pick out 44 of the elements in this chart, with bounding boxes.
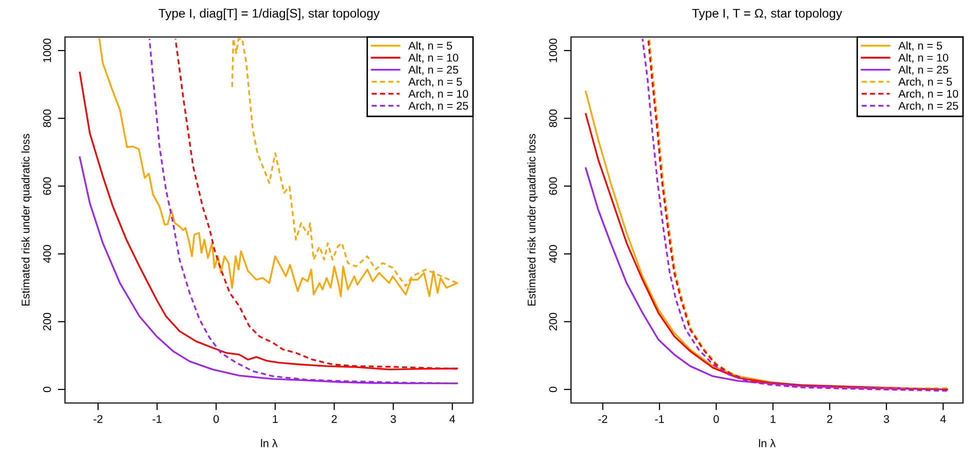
legend-label: Alt, n = 5	[898, 41, 942, 51]
y-tick-label: 1000	[549, 38, 557, 62]
y-tick-label: 800	[43, 110, 51, 128]
x-tick-label: -2	[94, 415, 102, 423]
x-tick-label: 4	[940, 415, 946, 423]
x-tick-label: -1	[655, 415, 664, 423]
y-tick-label: 800	[549, 110, 557, 128]
chart-title: Type I, T = Ω, star topology	[692, 8, 842, 20]
legend-label: Alt, n = 25	[898, 65, 948, 75]
x-tick-label: 4	[450, 415, 456, 423]
y-tick-label: 200	[43, 312, 51, 330]
y-tick-label: 0	[43, 386, 51, 392]
legend-label: Arch, n = 10	[898, 90, 958, 100]
y-tick-label: 0	[549, 386, 557, 392]
legend-label: Alt, n = 10	[408, 53, 458, 63]
legend-label: Arch, n = 5	[408, 78, 462, 87]
chart-title: Type I, diag[T] = 1/diag[S], star topology	[158, 8, 380, 20]
legend-label: Arch, n = 5	[898, 78, 952, 87]
x-tick-label: 0	[214, 415, 219, 423]
x-tick-label: -2	[598, 415, 608, 423]
y-tick-label: 1000	[43, 38, 51, 62]
x-tick-label: 0	[714, 415, 719, 423]
x-tick-label: 2	[332, 415, 337, 423]
legend-label: Alt, n = 5	[408, 41, 452, 51]
legend-label: Alt, n = 10	[898, 53, 948, 63]
x-axis-title: ln λ	[261, 439, 278, 448]
y-axis-title: Estimated risk under quadratic loss	[527, 134, 538, 306]
legend-label: Arch, n = 10	[408, 90, 468, 100]
y-axis-title: Estimated risk under quadratic loss	[21, 134, 32, 306]
x-tick-label: 3	[884, 415, 890, 423]
y-tick-label: 400	[549, 245, 557, 263]
x-tick-label: 3	[390, 415, 396, 423]
y-tick-label: 600	[549, 177, 557, 195]
x-tick-label: 1	[770, 415, 776, 423]
x-tick-label: -1	[152, 415, 162, 423]
y-tick-label: 200	[549, 312, 557, 330]
legend-label: Arch, n = 25	[408, 102, 468, 112]
legend-label: Alt, n = 25	[408, 65, 458, 75]
x-tick-label: 1	[272, 415, 278, 423]
legend-label: Arch, n = 25	[898, 102, 958, 112]
x-tick-label: 2	[827, 415, 832, 423]
x-axis-title: ln λ	[759, 439, 776, 448]
y-tick-label: 600	[43, 177, 51, 195]
y-tick-label: 400	[43, 245, 51, 263]
